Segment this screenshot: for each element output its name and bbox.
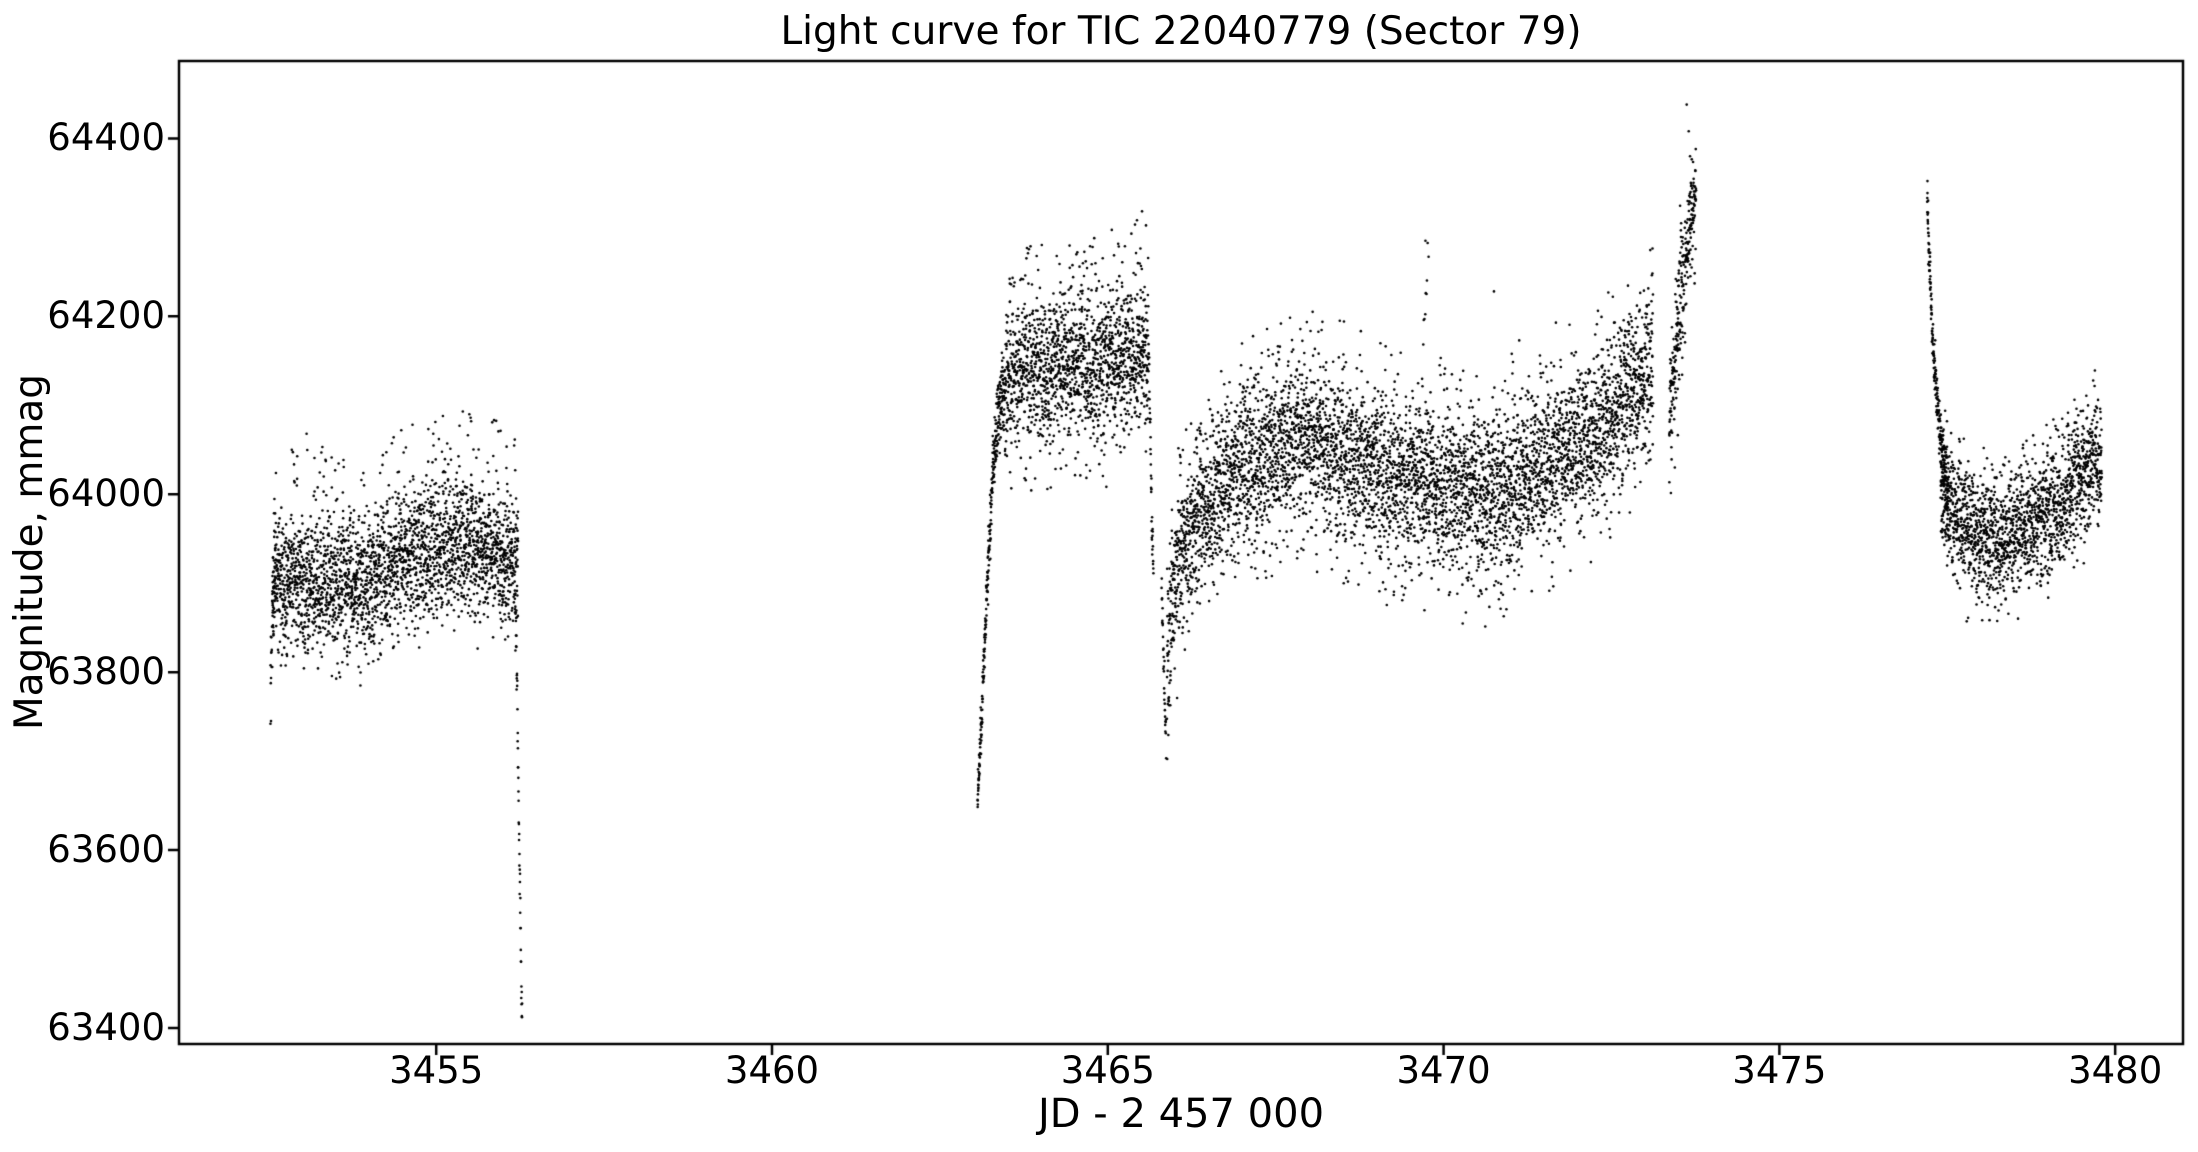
y-tick-label: 63400 (47, 1005, 165, 1049)
x-tick-label: 3460 (724, 1049, 820, 1092)
y-tick-label: 63600 (47, 828, 165, 872)
y-tick-label: 64400 (47, 116, 165, 160)
x-tick-label: 3475 (1732, 1049, 1827, 1092)
y-tick-label: 63800 (47, 650, 165, 694)
chart-title: Light curve for TIC 22040779 (Sector 79) (780, 9, 1582, 54)
y-axis-label: Magnitude, mmag (7, 373, 52, 731)
x-tick-label: 3455 (389, 1049, 484, 1092)
y-tick-label: 64200 (47, 294, 165, 338)
x-tick-label: 3470 (1396, 1049, 1491, 1092)
x-axis-label: JD - 2 457 000 (1037, 1091, 1325, 1137)
x-tick-label: 3465 (1060, 1049, 1155, 1092)
x-tick-label: 3480 (2068, 1049, 2163, 1092)
y-tick-label: 64000 (47, 472, 165, 516)
